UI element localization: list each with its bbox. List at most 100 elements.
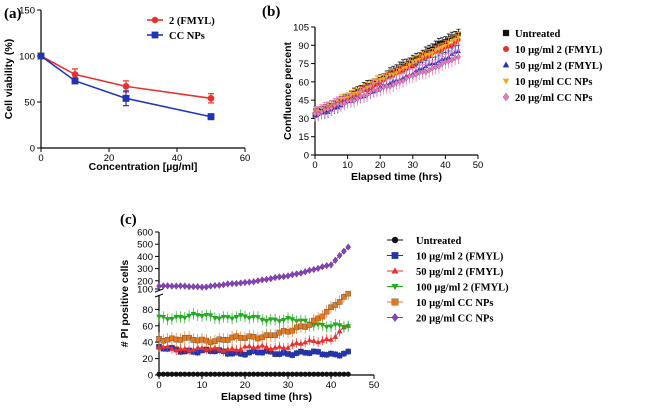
data-point [203,371,209,377]
data-point [216,371,222,377]
data-point [351,97,357,104]
y-tick-label: 400 [137,252,153,263]
data-point [416,57,422,62]
data-point [276,319,283,325]
data-point [293,340,300,346]
axis-break-mark [154,288,164,293]
data-point [208,371,214,377]
data-point [436,63,442,70]
y-tick-label: 0 [304,151,309,162]
data-point [442,43,448,49]
y-tick-label: 40 [142,338,153,349]
data-point [439,46,445,51]
data-point [310,337,317,344]
data-point [298,340,304,346]
legend-marker [391,283,399,291]
legend-label: Untreated [515,29,560,40]
series [156,371,351,377]
data-point [319,313,326,320]
data-point [403,65,409,71]
data-point [341,247,347,255]
data-point [323,262,330,270]
y-axis-title: Cell viability (%) [3,39,15,120]
data-point [413,58,419,64]
data-point [165,371,171,377]
data-point [177,282,184,290]
data-point [394,71,399,76]
x-tick-label: 20 [104,153,115,164]
data-point [323,308,330,315]
y-tick-label: 80 [142,305,153,316]
data-point [345,371,351,377]
data-point [289,317,296,323]
data-point [364,91,370,98]
x-tick-label: 40 [172,153,183,164]
data-point [173,314,180,320]
series [312,49,461,122]
data-point [242,343,248,349]
data-point [169,345,175,351]
data-point [390,81,396,88]
data-point [407,63,412,68]
y-tick-label: 60 [142,321,153,332]
data-point [250,278,257,286]
panel-a: (a) 0 50 100 150 0 20 40 60 Concentration [µg/ml]… [3,6,250,174]
data-point [298,269,304,277]
data-point [160,282,167,290]
data-point [272,371,278,377]
data-point [259,276,265,284]
data-point [267,345,274,351]
data-point [263,318,270,324]
data-point [328,371,334,377]
data-point [37,52,45,60]
data-point [332,302,339,308]
data-point [182,371,188,377]
data-point [345,243,351,251]
data-point [332,333,339,339]
data-point [224,346,231,352]
data-point [381,77,386,82]
data-point [377,78,383,83]
data-point [341,294,347,300]
data-point [246,371,252,377]
data-point [436,47,442,52]
legend-marker [503,46,509,52]
data-point [233,315,240,321]
data-point [156,344,162,350]
y-tick-label: 45 [298,96,309,107]
data-point [233,371,239,377]
y-tick-label: 30 [298,114,309,125]
data-point [328,324,334,330]
data-point [345,290,351,297]
legend-label: 50 µg/ml 2 (FMYL) [416,267,504,278]
legend-label: 10 µg/ml CC NPs [416,298,494,309]
x-tick-label: 20 [375,160,386,171]
legend-label: Untreated [416,236,461,247]
data-point [229,316,235,322]
data-point [276,343,283,349]
data-point [312,110,318,118]
data-point [237,279,244,287]
legend-marker [502,61,510,68]
data-point [194,313,201,319]
data-point [181,345,188,351]
data-point [328,261,334,269]
data-point [433,49,439,54]
data-point [246,315,253,321]
legend-marker [391,252,399,259]
data-point [199,344,205,351]
y-tick-label: 15 [298,132,309,143]
data-point [263,371,270,377]
data-point [199,314,205,320]
data-point [306,371,313,377]
data-point [332,256,339,264]
data-point [272,317,278,323]
legend-label: 2 (FMYL) [169,16,215,27]
series [156,290,351,349]
data-point [242,371,248,377]
series [37,52,215,121]
data-point [237,346,244,352]
data-point [397,78,403,85]
